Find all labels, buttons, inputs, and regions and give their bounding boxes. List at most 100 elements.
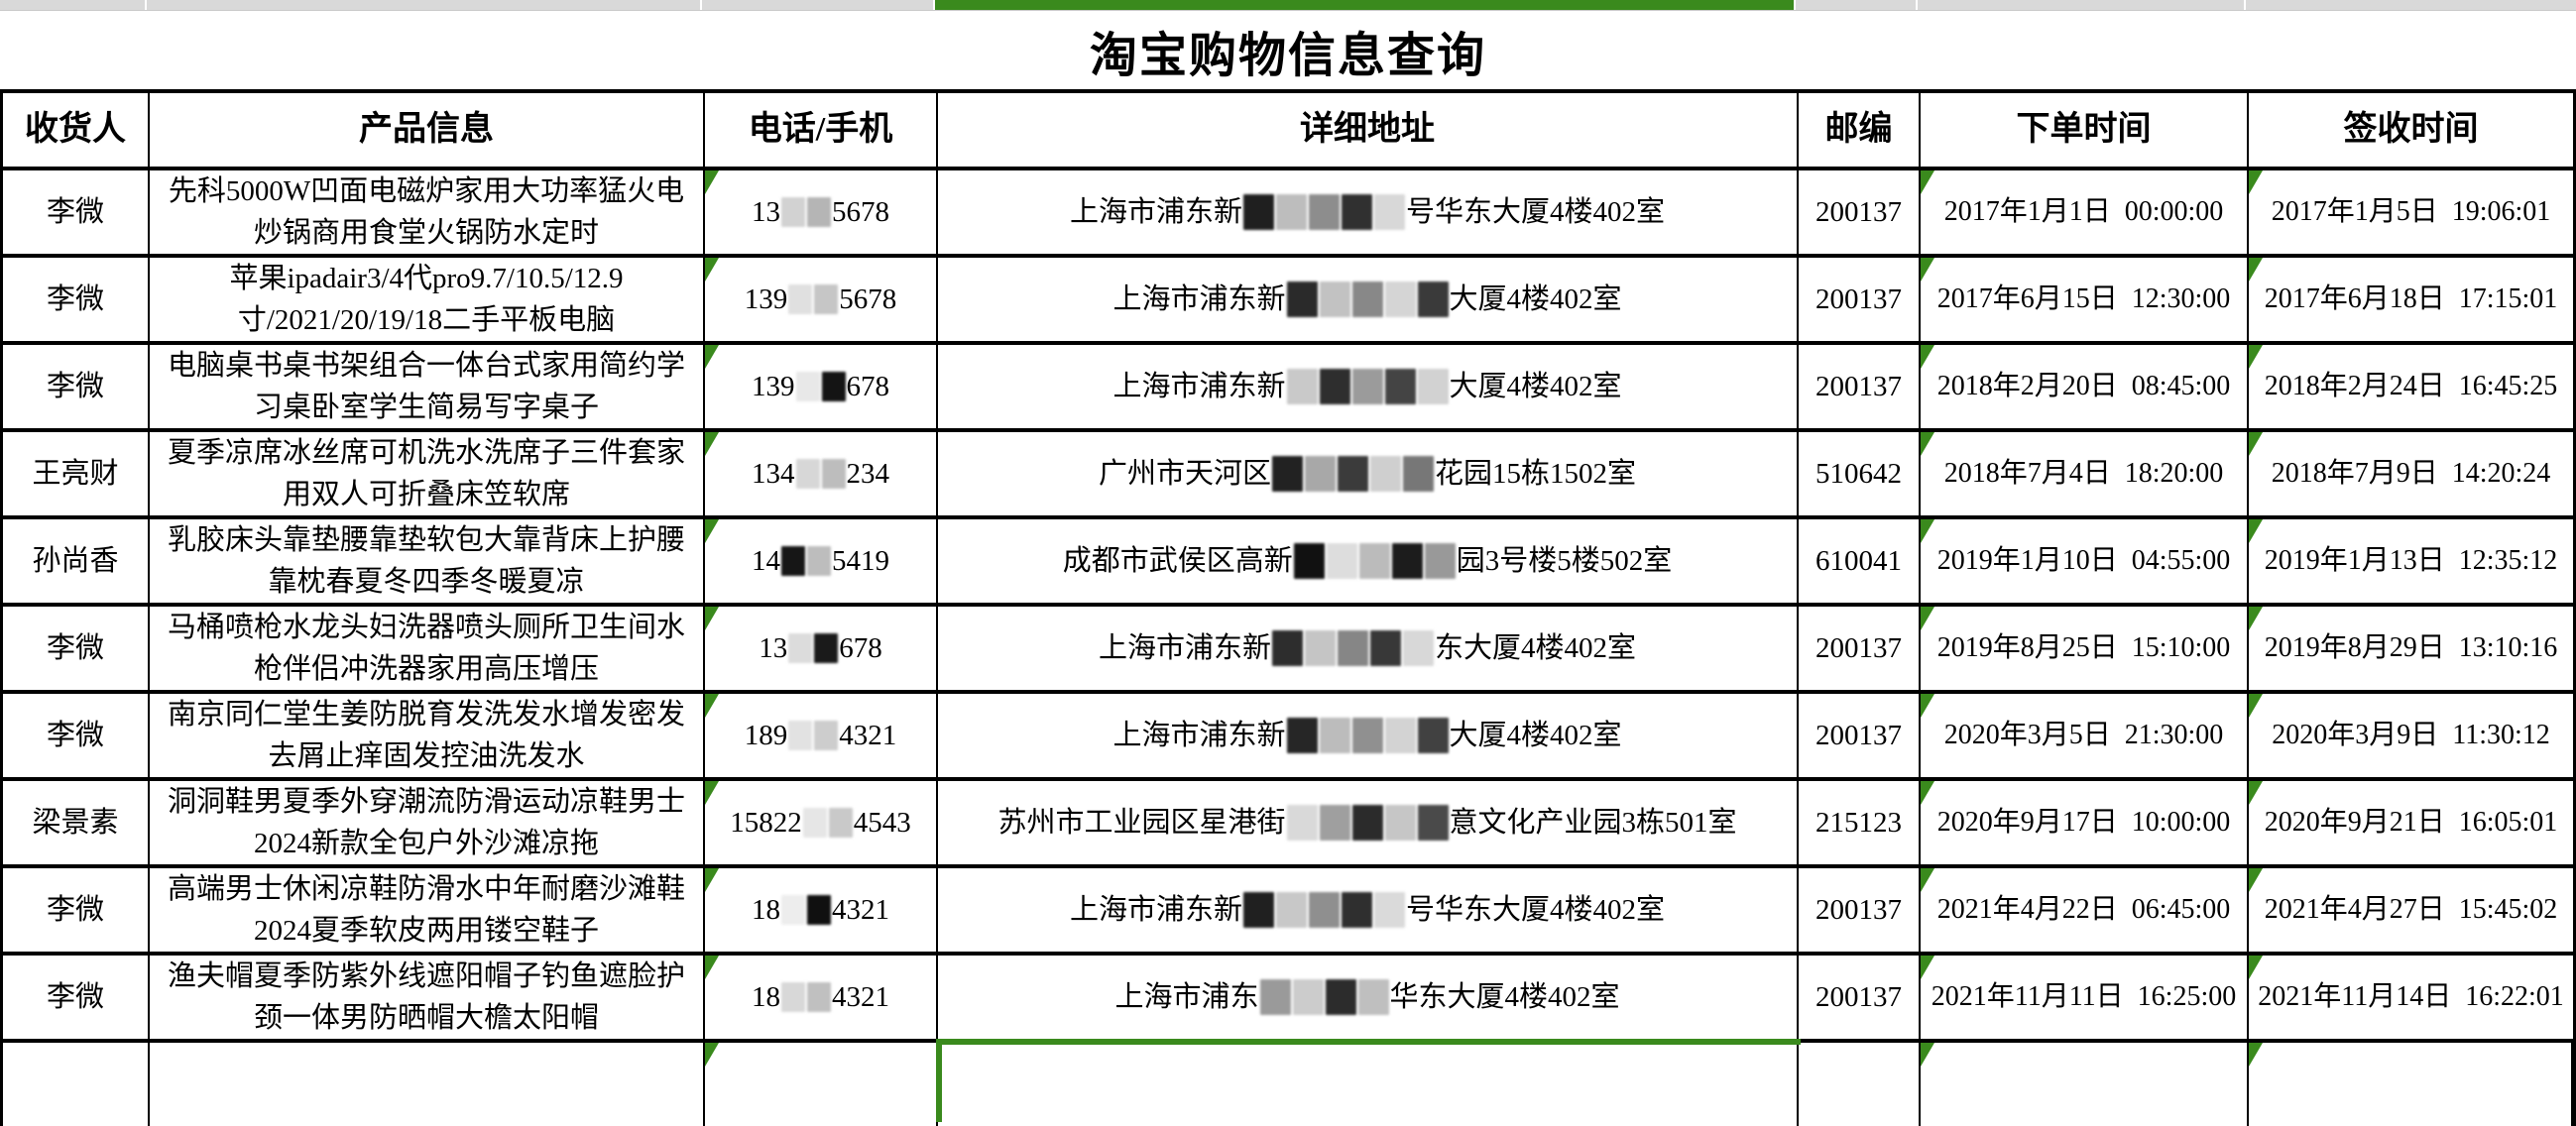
product-cell[interactable]: 电脑桌书桌书架组合一体台式家用简约学习桌卧室学生简易写字桌子: [150, 345, 705, 428]
address-cell[interactable]: 上海市浦东新 大厦4楼402室: [938, 345, 1799, 428]
sign-time-cell[interactable]: 2019年8月29日 13:10:16: [2249, 607, 2573, 690]
phone-cell[interactable]: 189 4321: [705, 694, 938, 777]
address-cell[interactable]: 上海市浦东 华东大厦4楼402室: [938, 956, 1799, 1039]
address-cell[interactable]: 苏州市工业园区星港街 意文化产业园3栋501室: [938, 781, 1799, 864]
phone-cell[interactable]: [705, 1043, 938, 1126]
postal-cell[interactable]: 200137: [1799, 868, 1921, 952]
order-time-cell[interactable]: 2017年6月15日 12:30:00: [1921, 258, 2249, 341]
header-cell[interactable]: 详细地址: [938, 93, 1799, 167]
product-cell[interactable]: 先科5000W凹面电磁炉家用大功率猛火电炒锅商用食堂火锅防水定时: [150, 170, 705, 254]
error-triangle-icon: [705, 781, 719, 805]
postal-cell[interactable]: 200137: [1799, 258, 1921, 341]
address-cell[interactable]: 上海市浦东新 大厦4楼402室: [938, 258, 1799, 341]
postal-cell[interactable]: 215123: [1799, 781, 1921, 864]
order-time-cell[interactable]: [1921, 1043, 2249, 1126]
redaction-block: [1243, 892, 1274, 928]
error-triangle-icon: [2249, 345, 2263, 369]
phone-cell[interactable]: 15822 4543: [705, 781, 938, 864]
header-cell[interactable]: 收货人: [3, 93, 150, 167]
order-time-cell[interactable]: 2021年4月22日 06:45:00: [1921, 868, 2249, 952]
product-cell[interactable]: 高端男士休闲凉鞋防滑水中年耐磨沙滩鞋2024夏季软皮两用镂空鞋子: [150, 868, 705, 952]
sign-time-cell[interactable]: 2019年1月13日 12:35:12: [2249, 519, 2573, 603]
redaction-block: [802, 808, 827, 838]
recipient-cell[interactable]: 梁景素: [3, 781, 150, 864]
error-triangle-icon: [705, 1043, 719, 1067]
product-cell[interactable]: 夏季凉席冰丝席可机洗水洗席子三件套家用双人可折叠床笠软席: [150, 432, 705, 515]
product-cell[interactable]: 渔夫帽夏季防紫外线遮阳帽子钓鱼遮脸护颈一体男防晒帽大檐太阳帽: [150, 956, 705, 1039]
error-triangle-icon: [2249, 170, 2263, 194]
phone-cell[interactable]: 139 5678: [705, 258, 938, 341]
product-cell[interactable]: 洞洞鞋男夏季外穿潮流防滑运动凉鞋男士2024新款全包户外沙滩凉拖: [150, 781, 705, 864]
header-cell[interactable]: 签收时间: [2343, 111, 2479, 148]
phone-cell[interactable]: 13 5678: [705, 170, 938, 254]
sign-time-cell[interactable]: 2018年2月24日 16:45:25: [2249, 345, 2573, 428]
sign-time-cell[interactable]: 2021年4月27日 15:45:02: [2249, 868, 2573, 952]
sign-time-cell[interactable]: 2018年7月9日 14:20:24: [2249, 432, 2573, 515]
header-cell[interactable]: 电话/手机: [705, 93, 938, 167]
order-time-cell[interactable]: 2020年9月17日 10:00:00: [1921, 781, 2249, 864]
sign-time-cell[interactable]: 2021年11月14日 16:22:01: [2249, 956, 2573, 1039]
order-time-cell[interactable]: 2021年11月11日 16:25:00: [1921, 956, 2249, 1039]
recipient-cell[interactable]: 李微: [3, 170, 150, 254]
recipient-cell[interactable]: 王亮财: [3, 432, 150, 515]
phone-cell[interactable]: 139 678: [705, 345, 938, 428]
postal-cell[interactable]: 200137: [1799, 956, 1921, 1039]
address-cell[interactable]: [938, 1043, 1799, 1126]
order-time-cell[interactable]: 2019年8月25日 15:10:00: [1921, 607, 2249, 690]
address-cell[interactable]: 上海市浦东新 大厦4楼402室: [938, 694, 1799, 777]
postal-cell[interactable]: 200137: [1799, 345, 1921, 428]
phone-cell[interactable]: 14 5419: [705, 519, 938, 603]
sign-time-cell[interactable]: [2249, 1043, 2573, 1126]
order-time-cell[interactable]: 2019年1月10日 04:55:00: [1921, 519, 2249, 603]
recipient-cell[interactable]: 李微: [3, 345, 150, 428]
redaction-block: [1259, 979, 1291, 1015]
product-cell[interactable]: 马桶喷枪水龙头妇洗器喷头厕所卫生间水枪伴侣冲洗器家用高压增压: [150, 607, 705, 690]
address-cell[interactable]: 上海市浦东新 号华东大厦4楼402室: [938, 170, 1799, 254]
error-triangle-icon: [705, 170, 719, 194]
header-cell[interactable]: 下单时间: [1921, 93, 2249, 167]
phone-cell[interactable]: 134 234: [705, 432, 938, 515]
header-cell[interactable]: 邮编: [1799, 93, 1921, 167]
recipient-cell[interactable]: 李微: [3, 607, 150, 690]
header-cell[interactable]: 产品信息: [150, 93, 705, 167]
error-triangle-icon: [2249, 258, 2263, 282]
address-cell[interactable]: 上海市浦东新 东大厦4楼402室: [938, 607, 1799, 690]
product-cell[interactable]: 苹果ipadair3/4代pro9.7/10.5/12.9寸/2021/20/1…: [150, 258, 705, 341]
postal-cell[interactable]: [1799, 1043, 1921, 1126]
postal-cell[interactable]: 200137: [1799, 607, 1921, 690]
redaction-block: [1384, 369, 1416, 404]
recipient-cell[interactable]: 李微: [3, 956, 150, 1039]
recipient-cell[interactable]: 李微: [3, 258, 150, 341]
error-triangle-icon: [2249, 432, 2263, 456]
order-time-cell[interactable]: 2018年2月20日 08:45:00: [1921, 345, 2249, 428]
order-time-cell[interactable]: 2017年1月1日 00:00:00: [1921, 170, 2249, 254]
recipient-cell[interactable]: 李微: [3, 694, 150, 777]
address-cell[interactable]: 成都市武侯区高新 园3号楼5楼502室: [938, 519, 1799, 603]
sign-time-cell[interactable]: 2017年6月18日 17:15:01: [2249, 258, 2573, 341]
recipient-cell[interactable]: [3, 1043, 150, 1126]
error-triangle-icon: [2249, 868, 2263, 892]
phone-cell[interactable]: 13 678: [705, 607, 938, 690]
postal-cell[interactable]: 510642: [1799, 432, 1921, 515]
recipient-cell[interactable]: 李微: [3, 868, 150, 952]
redaction-block: [1342, 892, 1372, 928]
product-cell[interactable]: 南京同仁堂生姜防脱育发洗发水增发密发去屑止痒固发控油洗发水: [150, 694, 705, 777]
sign-time-cell[interactable]: 2020年9月21日 16:05:01: [2249, 781, 2573, 864]
product-cell[interactable]: 乳胶床头靠垫腰靠垫软包大靠背床上护腰靠枕春夏冬四季冬暖夏凉: [150, 519, 705, 603]
postal-cell[interactable]: 200137: [1799, 694, 1921, 777]
phone-cell[interactable]: 18 4321: [705, 956, 938, 1039]
order-time-cell[interactable]: 2020年3月5日 21:30:00: [1921, 694, 2249, 777]
product-cell[interactable]: [150, 1043, 705, 1126]
sign-time-cell[interactable]: 2017年1月5日 19:06:01: [2249, 170, 2573, 254]
sign-time-cell[interactable]: 2020年3月9日 11:30:12: [2249, 694, 2573, 777]
phone-cell[interactable]: 18 4321: [705, 868, 938, 952]
order-time-cell[interactable]: 2018年7月4日 18:20:00: [1921, 432, 2249, 515]
redaction-block: [1309, 892, 1340, 928]
address-cell[interactable]: 上海市浦东新 号华东大厦4楼402室: [938, 868, 1799, 952]
redaction-block: [807, 546, 831, 576]
address-cell[interactable]: 广州市天河区 花园15栋1502室: [938, 432, 1799, 515]
error-triangle-icon: [705, 956, 719, 979]
postal-cell[interactable]: 200137: [1799, 170, 1921, 254]
postal-cell[interactable]: 610041: [1799, 519, 1921, 603]
recipient-cell[interactable]: 孙尚香: [3, 519, 150, 603]
